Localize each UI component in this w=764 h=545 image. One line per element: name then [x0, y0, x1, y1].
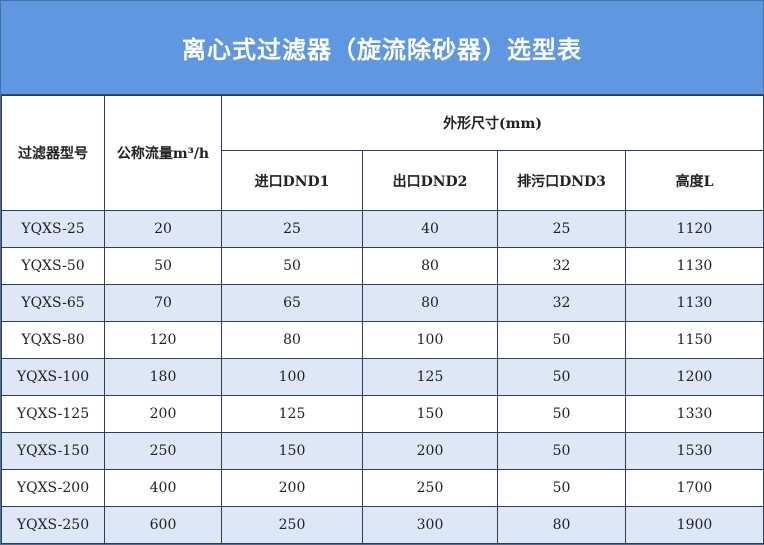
table-cell: 50 — [497, 395, 626, 433]
table-cell: 32 — [497, 247, 626, 285]
table-row: YQXS-250 600 250 300 80 1900 — [1, 506, 764, 544]
table-cell: YQXS-100 — [1, 358, 105, 396]
table-cell: 200 — [104, 395, 222, 433]
table-cell: 200 — [221, 469, 363, 507]
table-cell: YQXS-65 — [1, 284, 105, 322]
table-cell: 600 — [104, 506, 222, 544]
table-cell: YQXS-250 — [1, 506, 105, 544]
table-cell: 125 — [221, 395, 363, 433]
table-cell: 250 — [104, 432, 222, 470]
table-cell: 70 — [104, 284, 222, 322]
table-row: YQXS-80 120 80 100 50 1150 — [1, 321, 764, 359]
table-cell: 40 — [362, 210, 498, 248]
table-cell: 32 — [497, 284, 626, 322]
table-cell: 50 — [497, 358, 626, 396]
title: 离心式过滤器（旋流除砂器）选型表 — [1, 1, 763, 95]
table-cell: 80 — [362, 284, 498, 322]
table-cell: 1530 — [625, 432, 764, 470]
table-cell: 1120 — [625, 210, 764, 248]
table-cell: 80 — [221, 321, 363, 359]
table-row: YQXS-65 70 65 80 32 1130 — [1, 284, 764, 322]
table-cell: 100 — [362, 321, 498, 359]
table-row: YQXS-100 180 100 125 50 1200 — [1, 358, 764, 396]
table-cell: 1330 — [625, 395, 764, 433]
column-header: 高度L — [625, 150, 764, 211]
table-cell: 250 — [362, 469, 498, 507]
table-cell: 120 — [104, 321, 222, 359]
table-cell: 125 — [362, 358, 498, 396]
table-cell: 150 — [362, 395, 498, 433]
column-header: 排污口DND3 — [497, 150, 626, 211]
table-cell: YQXS-80 — [1, 321, 105, 359]
table-cell: YQXS-50 — [1, 247, 105, 285]
table-cell: 50 — [104, 247, 222, 285]
column-header: 过滤器型号 — [1, 95, 105, 211]
table-cell: 50 — [497, 321, 626, 359]
table-cell: YQXS-125 — [1, 395, 105, 433]
table-cell: 20 — [104, 210, 222, 248]
table-cell: 80 — [362, 247, 498, 285]
table-cell: 25 — [221, 210, 363, 248]
table-cell: 400 — [104, 469, 222, 507]
table-cell: 1130 — [625, 247, 764, 285]
table-cell: 50 — [221, 247, 363, 285]
table-cell: 1200 — [625, 358, 764, 396]
group-header: 外形尺寸(mm) — [221, 95, 764, 151]
table-cell: 150 — [221, 432, 363, 470]
table-cell: 80 — [497, 506, 626, 544]
table-row: YQXS-50 50 50 80 32 1130 — [1, 247, 764, 285]
table-cell: 180 — [104, 358, 222, 396]
table-cell: 50 — [497, 469, 626, 507]
table-row: YQXS-25 20 25 40 25 1120 — [1, 210, 764, 248]
table-cell: YQXS-150 — [1, 432, 105, 470]
table-body: YQXS-25 20 25 40 25 1120 YQXS-50 50 50 80 32 1130 YQ… — [1, 210, 764, 544]
column-header: 公称流量m³/h — [104, 95, 222, 211]
table-cell: 1900 — [625, 506, 764, 544]
table-cell: 100 — [221, 358, 363, 396]
table-cell: YQXS-200 — [1, 469, 105, 507]
table-cell: 300 — [362, 506, 498, 544]
table-cell: 1130 — [625, 284, 764, 322]
table-row: YQXS-125 200 125 150 50 1330 — [1, 395, 764, 433]
table-cell: 1700 — [625, 469, 764, 507]
table-cell: 200 — [362, 432, 498, 470]
table: 过滤器型号 公称流量m³/h 外形尺寸(mm) 进口DND1 出口DND2 排污… — [1, 95, 764, 544]
column-header: 出口DND2 — [362, 150, 498, 211]
table-cell: 65 — [221, 284, 363, 322]
table-cell: YQXS-25 — [1, 210, 105, 248]
table-cell: 1150 — [625, 321, 764, 359]
table-cell: 25 — [497, 210, 626, 248]
table-row: YQXS-150 250 150 200 50 1530 — [1, 432, 764, 470]
table-row: YQXS-200 400 200 250 50 1700 — [1, 469, 764, 507]
table-cell: 50 — [497, 432, 626, 470]
table-cell: 250 — [221, 506, 363, 544]
column-header: 进口DND1 — [221, 150, 363, 211]
